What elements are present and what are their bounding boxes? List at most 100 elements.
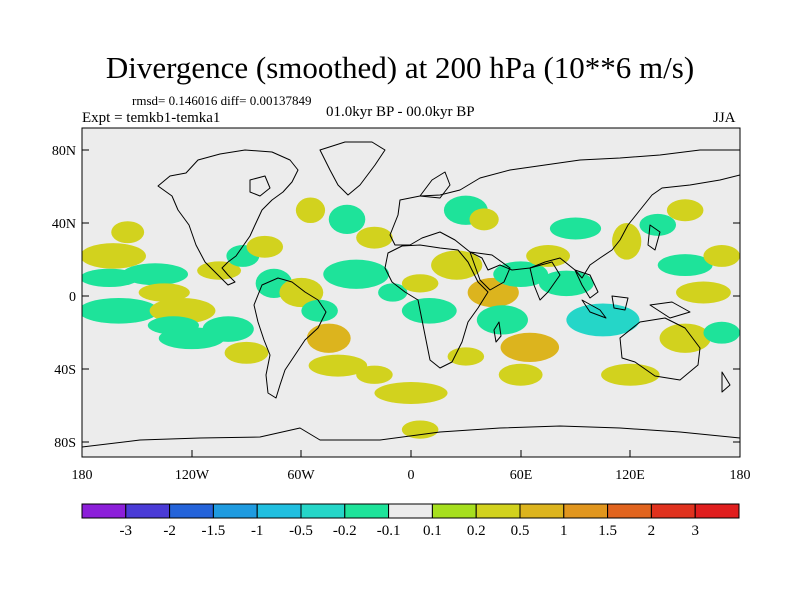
lon-label-60e: 60E	[510, 468, 533, 483]
coastline-layer	[82, 141, 740, 448]
divergence-feature-12	[202, 316, 254, 342]
colorbar-label-1: -2	[163, 523, 176, 539]
divergence-feature-42	[703, 321, 740, 344]
lat-label-40n: 40N	[52, 217, 76, 232]
coastline-antarctica	[82, 425, 740, 448]
divergence-feature-3	[122, 263, 189, 286]
divergence-feature-43	[549, 217, 602, 240]
coastline-new-zealand	[721, 371, 731, 393]
colorbar-swatch-12	[607, 503, 652, 519]
coastline-new-guinea	[649, 301, 691, 319]
divergence-feature-46	[374, 382, 448, 404]
colorbar-swatch-11	[563, 503, 609, 519]
colorbar-label-10: 1	[560, 523, 568, 539]
field-layer	[82, 195, 740, 439]
divergence-feature-44	[666, 199, 704, 222]
colorbar-swatch-4	[256, 503, 302, 519]
divergence-feature-32	[500, 332, 560, 362]
lat-label-80n: 80N	[52, 144, 76, 159]
colorbar-swatch-7	[388, 503, 433, 519]
lon-label-120e: 120E	[615, 468, 645, 483]
stats-label: rmsd= 0.146016 diff= 0.00137849	[132, 93, 312, 108]
lat-label-40s: 40S	[54, 363, 76, 378]
divergence-feature-11	[246, 235, 284, 258]
coastline-north-america	[157, 149, 299, 286]
divergence-feature-33	[447, 347, 485, 366]
coastline-scandinavia	[419, 171, 451, 199]
colorbar-swatch-10	[519, 503, 565, 519]
divergence-feature-39	[657, 254, 713, 277]
coastline-indochina	[574, 269, 599, 299]
lat-label-eq: 0	[69, 290, 76, 305]
divergence-feature-15	[279, 277, 324, 308]
colorbar-swatch-9	[475, 503, 521, 519]
divergence-feature-47	[498, 363, 543, 386]
divergence-feature-13	[224, 341, 269, 364]
lon-label-0: 0	[408, 468, 415, 483]
coastline-arabia	[469, 251, 511, 291]
colorbar-swatch-14	[694, 503, 740, 519]
divergence-feature-48	[401, 420, 439, 439]
colorbar-label-12: 2	[648, 523, 656, 539]
colorbar-label-5: -0.2	[333, 523, 357, 539]
divergence-feature-45	[601, 363, 660, 386]
divergence-feature-49	[356, 365, 393, 384]
divergence-feature-17	[323, 259, 390, 289]
divergence-feature-27	[469, 208, 499, 231]
lon-label-180e: 180	[730, 468, 751, 483]
divergence-feature-2	[82, 297, 159, 324]
colorbar-label-11: 1.5	[598, 523, 617, 539]
colorbar-swatch-0	[81, 503, 127, 519]
divergence-feature-24	[401, 274, 439, 293]
divergence-feature-29	[467, 277, 519, 308]
coastline-australia	[619, 317, 701, 381]
divergence-feature-21	[356, 226, 393, 249]
divergence-feature-18	[306, 323, 351, 353]
colorbar-label-8: 0.2	[467, 523, 486, 539]
divergence-feature-9	[197, 261, 242, 280]
divergence-feature-38	[639, 213, 677, 236]
divergence-feature-50	[703, 244, 740, 267]
divergence-feature-31	[476, 305, 528, 335]
coastline-sumatra	[581, 299, 607, 319]
lon-label-60w: 60W	[287, 468, 315, 483]
coastline-africa	[384, 244, 489, 369]
divergence-feature-16	[301, 299, 338, 322]
colorbar-label-13: 3	[691, 523, 699, 539]
coastline-japan	[647, 224, 661, 251]
divergence-feature-20	[295, 197, 326, 224]
experiment-label: Expt = temkb1-temka1	[82, 110, 221, 126]
divergence-feature-35	[538, 270, 594, 297]
colorbar-label-2: -1.5	[202, 523, 226, 539]
colorbar-label-0: -3	[120, 523, 133, 539]
lon-label-180w: 180	[72, 468, 93, 483]
coastline-madagascar	[493, 321, 502, 343]
lon-ticks	[81, 450, 741, 457]
colorbar-swatch-1	[125, 503, 171, 519]
divergence-feature-34	[526, 244, 571, 267]
colorbar-swatch-2	[169, 503, 214, 519]
colorbar-label-9: 0.5	[511, 523, 530, 539]
colorbar-swatch-8	[431, 503, 477, 519]
colorbar-swatch-13	[650, 503, 696, 519]
colorbar-label-4: -0.5	[289, 523, 313, 539]
colorbar: -3 -2 -1.5 -1 -0.5 -0.2 -0.1 0.1 0.2 0.5 1 1.5 2 3	[81, 503, 740, 539]
lat-ticks	[82, 149, 740, 443]
divergence-feature-4	[138, 283, 190, 302]
coastline-hudson-bay	[249, 175, 271, 197]
lat-label-80s: 80S	[54, 436, 76, 451]
colorbar-swatch-6	[344, 503, 390, 519]
colorbar-label-7: 0.1	[423, 523, 442, 539]
coastline-south-america	[253, 277, 327, 399]
divergence-feature-40	[676, 281, 731, 304]
colorbar-swatch-5	[300, 503, 346, 519]
divergence-feature-28	[431, 250, 483, 280]
lon-label-120w: 120W	[175, 468, 210, 483]
divergence-feature-37	[612, 223, 642, 260]
coastline-greenland	[319, 141, 386, 196]
colorbar-swatch-3	[212, 503, 258, 519]
coastline-borneo	[611, 295, 629, 311]
divergence-feature-22	[308, 354, 368, 377]
season-label: JJA	[713, 110, 736, 126]
